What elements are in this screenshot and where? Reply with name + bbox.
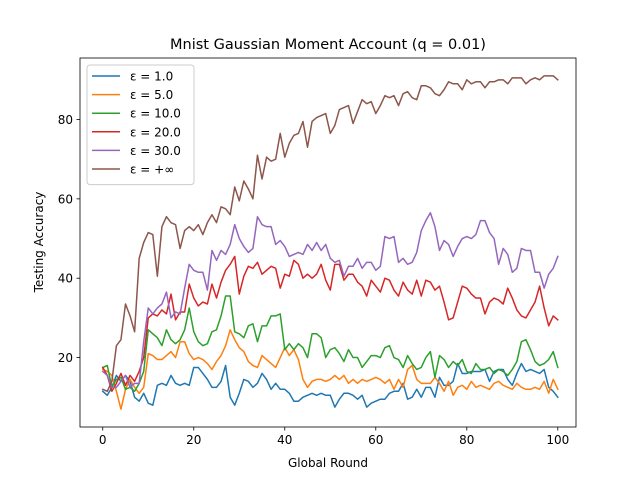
series-line-1 [101,329,559,410]
x-tick-label: 100 [546,433,569,447]
y-tick-label: 60 [58,192,73,206]
legend-label: ε = 10.0 [130,107,181,121]
series-line-0 [101,362,559,408]
x-tick-label: 40 [277,433,292,447]
series-line-2 [101,295,559,393]
legend-label: ε = 5.0 [130,88,173,102]
y-axis-label: Testing Accuracy [32,192,46,294]
plot-area [101,75,559,410]
y-tick-label: 40 [58,272,73,286]
axes: 0 20 40 60 80 100 20 40 60 80 [58,57,577,447]
legend-label: ε = 30.0 [130,144,181,158]
chart-title: Mnist Gaussian Moment Account (q = 0.01) [170,37,486,53]
series-line-3 [101,255,559,393]
legend-label: ε = +∞ [130,163,174,177]
y-tick-label: 20 [58,351,73,365]
x-axis-label: Global Round [288,456,368,470]
x-tick-label: 20 [186,433,201,447]
x-tick-label: 80 [459,433,474,447]
legend-label: ε = 1.0 [130,70,173,84]
x-tick-label: 60 [368,433,383,447]
x-tick-label: 0 [99,433,107,447]
y-tick-label: 80 [58,113,73,127]
legend-label: ε = 20.0 [130,125,181,139]
series-line-5 [101,75,559,393]
axes-frame [79,57,577,428]
legend: ε = 1.0 ε = 5.0 ε = 10.0 ε = 20.0 ε = 30.0 ε … [86,64,195,186]
series-line-4 [101,211,559,389]
